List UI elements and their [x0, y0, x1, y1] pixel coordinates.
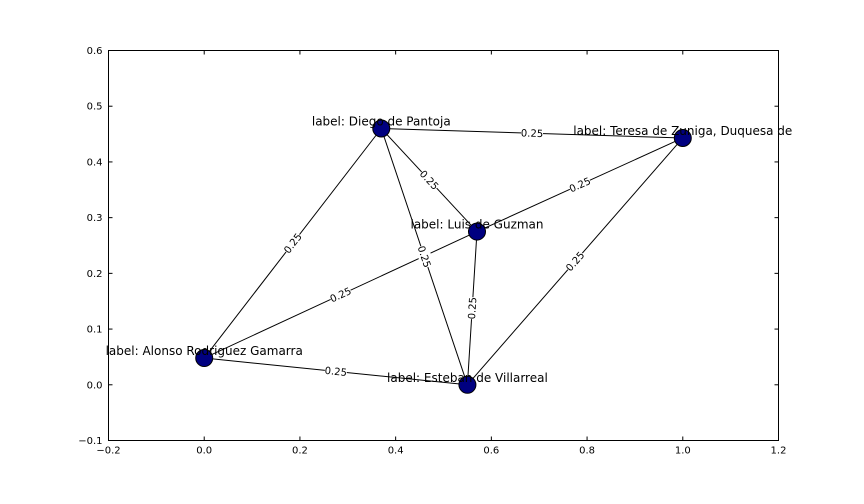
x-tick-label: −0.2 [96, 446, 120, 457]
node-label-esteban: label: Esteban de Villarreal [387, 371, 548, 385]
y-axis: −0.1 0.0 0.1 0.2 0.3 0.4 0.5 0.6 [78, 46, 779, 447]
edge-weight-label: 0.25 [324, 363, 348, 379]
y-tick-label: −0.1 [78, 436, 102, 447]
x-tick-label: 0.0 [196, 446, 212, 457]
x-axis: −0.2 0.0 0.2 0.4 0.6 0.8 1.0 1.2 [96, 50, 787, 457]
x-tick-label: 0.2 [292, 446, 308, 457]
y-tick-label: 0.1 [87, 325, 103, 336]
edge-label-background [327, 283, 354, 305]
edge-label-background [324, 363, 348, 379]
edge-weight-label: 0.25 [464, 296, 479, 320]
edge-weight-text: 0.25 [564, 250, 587, 274]
edge-weight-text: 0.25 [415, 245, 433, 270]
edge-weight-label: 0.25 [566, 173, 593, 195]
node-label-luis: label: Luis de Guzman [410, 218, 543, 232]
node-label-alonso: label: Alonso Rodriguez Gamarra [106, 344, 303, 358]
edge-weight-label: 0.25 [415, 243, 435, 270]
edge-label-background [415, 243, 435, 269]
edge-weight-label: 0.25 [327, 283, 354, 305]
plot-frame [108, 50, 779, 441]
edge-weight-text: 0.25 [568, 176, 593, 195]
edge-label-background [562, 248, 587, 274]
edge-weight-text: 0.25 [521, 128, 544, 140]
x-tick-label: 0.8 [579, 446, 595, 457]
node-alonso [195, 349, 214, 368]
edge-weight-text: 0.25 [282, 232, 304, 256]
nodes-layer [195, 119, 692, 394]
edge-weight-text: 0.25 [467, 297, 479, 320]
y-tick-label: 0.6 [87, 46, 103, 57]
node-label-diego: label: Diego de Pantoja [312, 115, 451, 129]
x-tick-label: 0.4 [388, 446, 404, 457]
edge-labels-layer: 0.25 0.25 0.25 0.25 0.25 0.25 0.25 0.25 0.25 [280, 125, 593, 379]
edge-weight-label: 0.25 [520, 125, 544, 140]
y-tick-label: 0.2 [87, 269, 103, 280]
edge-label-background [280, 230, 305, 256]
edge-label-background [520, 125, 544, 140]
y-tick-label: 0.4 [87, 157, 103, 168]
node-label-teresa: label: Teresa de Zuniga, Duquesa de [573, 124, 792, 138]
edge-weight-text: 0.25 [329, 286, 354, 305]
edge-weight-label: 0.25 [280, 230, 305, 256]
edge-label-background [566, 173, 593, 195]
edge-weight-text: 0.25 [324, 366, 347, 379]
x-tick-label: 1.0 [675, 446, 691, 457]
node-teresa [673, 128, 692, 147]
node-labels-layer: label: Alonso Rodriguez Gamarra label: Di… [106, 115, 793, 385]
node-diego [372, 119, 391, 138]
edge-weight-text: 0.25 [417, 169, 440, 193]
y-tick-label: 0.0 [87, 380, 103, 391]
node-luis [468, 222, 486, 241]
edge-label-background [417, 167, 442, 193]
edge-label-background [464, 296, 479, 320]
x-tick-label: 1.2 [771, 446, 787, 457]
y-tick-label: 0.5 [87, 102, 103, 113]
x-tick-label: 0.6 [483, 446, 499, 457]
node-esteban [458, 375, 477, 394]
y-tick-label: 0.3 [87, 213, 103, 224]
